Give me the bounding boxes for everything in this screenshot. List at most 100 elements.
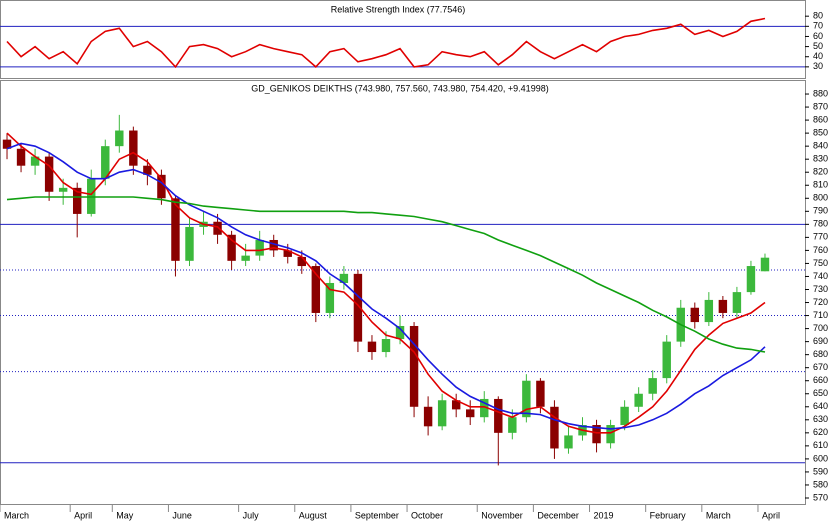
x-tick-label: February [650, 510, 687, 520]
y-tick-label: 610 [813, 440, 828, 450]
candle-body [423, 406, 433, 427]
candle-body [30, 156, 40, 166]
y-tick-label: 30 [813, 61, 823, 71]
x-tick-label: March [706, 510, 731, 520]
candle-body [395, 325, 405, 340]
candle-body [662, 341, 671, 379]
candle-body [718, 299, 728, 313]
candle-body [143, 165, 152, 175]
candle-body [536, 380, 545, 407]
y-tick-label: 590 [813, 466, 828, 476]
y-tick-label: 660 [813, 375, 828, 385]
candle-body [704, 299, 714, 323]
x-tick-label: May [116, 510, 134, 520]
y-tick-label: 880 [813, 88, 828, 98]
y-tick-label: 730 [813, 284, 828, 294]
y-tick-label: 680 [813, 349, 828, 359]
candle-body [494, 398, 503, 433]
line-series [6, 142, 766, 430]
y-tick-label: 770 [813, 232, 828, 242]
x-tick-label: July [243, 510, 260, 520]
y-tick-label: 650 [813, 388, 828, 398]
y-tick-label: 870 [813, 101, 828, 111]
candle-body [241, 255, 250, 261]
y-tick-label: 620 [813, 427, 828, 437]
y-tick-label: 720 [813, 297, 828, 307]
candle-body [522, 380, 531, 418]
y-tick-label: 760 [813, 245, 828, 255]
price-title: GD_GENIKOS DEIKTHS (743.980, 757.560, 74… [251, 83, 548, 93]
candle-body [255, 239, 264, 256]
y-tick-label: 600 [813, 453, 828, 463]
y-tick-label: 70 [813, 21, 823, 31]
y-tick-label: 670 [813, 362, 828, 372]
y-tick-label: 710 [813, 310, 828, 320]
x-tick-label: November [481, 510, 523, 520]
y-tick-label: 60 [813, 31, 823, 41]
y-tick-label: 790 [813, 206, 828, 216]
candle-body [72, 187, 82, 214]
candle-body [269, 239, 278, 251]
y-tick-label: 830 [813, 154, 828, 164]
candle-body [129, 130, 138, 166]
y-tick-label: 640 [813, 401, 828, 411]
candle-body [606, 425, 615, 444]
y-tick-label: 570 [813, 492, 828, 502]
candle-body [648, 378, 657, 394]
y-tick-label: 690 [813, 336, 828, 346]
candle-body [157, 174, 166, 199]
y-tick-label: 80 [813, 11, 823, 21]
candle-body [325, 282, 335, 313]
candle-body [311, 266, 321, 313]
candle-body [381, 339, 391, 353]
x-tick-label: April [762, 510, 780, 520]
candle-body [115, 130, 124, 147]
candle-body [592, 425, 601, 444]
candle-body [620, 406, 629, 426]
x-tick-label: December [537, 510, 579, 520]
candle-body [227, 234, 236, 261]
candle-body [44, 156, 54, 192]
candle-body [283, 250, 292, 257]
y-tick-label: 40 [813, 51, 823, 61]
candle-body [2, 139, 12, 149]
x-tick-label: August [299, 510, 328, 520]
y-tick-label: 850 [813, 127, 828, 137]
candle-body [508, 417, 517, 433]
candle-body [409, 325, 419, 407]
line-series [6, 17, 766, 69]
candle-body [564, 435, 573, 449]
candle-body [58, 187, 68, 192]
x-tick-label: 2019 [594, 510, 614, 520]
y-tick-label: 780 [813, 219, 828, 229]
y-tick-label: 800 [813, 193, 828, 203]
y-tick-label: 580 [813, 479, 828, 489]
candle-body [16, 148, 26, 166]
candle-body [480, 398, 489, 418]
line-series [6, 196, 766, 353]
y-tick-label: 750 [813, 258, 828, 268]
y-tick-label: 700 [813, 323, 828, 333]
candle-body [634, 393, 643, 407]
candle-body [451, 400, 461, 410]
candle-body [213, 221, 222, 235]
candle-body [732, 292, 742, 313]
candle-body [353, 273, 363, 342]
y-tick-label: 840 [813, 141, 828, 151]
candle-body [101, 146, 110, 179]
candle-body [297, 256, 306, 267]
y-tick-label: 740 [813, 271, 828, 281]
y-tick-label: 630 [813, 414, 828, 424]
y-tick-label: 810 [813, 180, 828, 190]
x-tick-label: March [4, 510, 29, 520]
line-series [6, 132, 766, 434]
candle-body [760, 257, 770, 272]
x-tick-label: October [411, 510, 443, 520]
y-tick-label: 50 [813, 41, 823, 51]
candle-body [339, 273, 349, 283]
candle-body [690, 307, 700, 323]
candle-body [437, 400, 447, 427]
y-tick-label: 860 [813, 114, 828, 124]
